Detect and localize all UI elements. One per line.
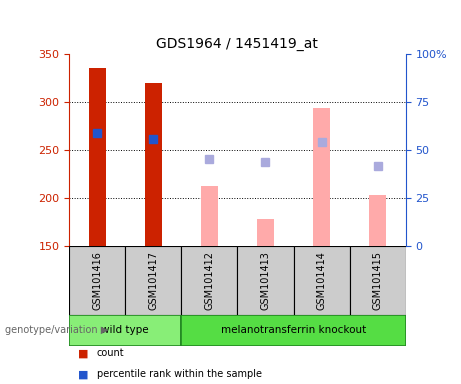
- Bar: [89, 68, 106, 246]
- Text: wild type: wild type: [101, 325, 149, 335]
- Bar: [145, 83, 162, 246]
- Text: GSM101417: GSM101417: [148, 251, 158, 310]
- Bar: [181, 315, 406, 346]
- Text: GSM101414: GSM101414: [317, 251, 326, 310]
- Text: GSM101415: GSM101415: [372, 251, 383, 310]
- Bar: [294, 246, 349, 315]
- Text: ■: ■: [78, 348, 89, 358]
- Bar: [125, 246, 181, 315]
- Bar: [237, 246, 294, 315]
- Bar: [181, 246, 237, 315]
- Text: GSM101416: GSM101416: [92, 251, 102, 310]
- Bar: [313, 109, 330, 246]
- Bar: [69, 246, 125, 315]
- Text: genotype/variation ▶: genotype/variation ▶: [5, 325, 108, 335]
- Bar: [369, 195, 386, 246]
- Bar: [201, 186, 218, 246]
- Bar: [257, 219, 274, 246]
- Bar: [349, 246, 406, 315]
- Text: count: count: [97, 348, 124, 358]
- Title: GDS1964 / 1451419_at: GDS1964 / 1451419_at: [156, 37, 319, 51]
- Bar: [69, 315, 181, 346]
- Text: percentile rank within the sample: percentile rank within the sample: [97, 369, 262, 379]
- Text: ■: ■: [78, 369, 89, 379]
- Text: melanotransferrin knockout: melanotransferrin knockout: [221, 325, 366, 335]
- Text: GSM101413: GSM101413: [260, 251, 271, 310]
- Text: GSM101412: GSM101412: [204, 251, 214, 310]
